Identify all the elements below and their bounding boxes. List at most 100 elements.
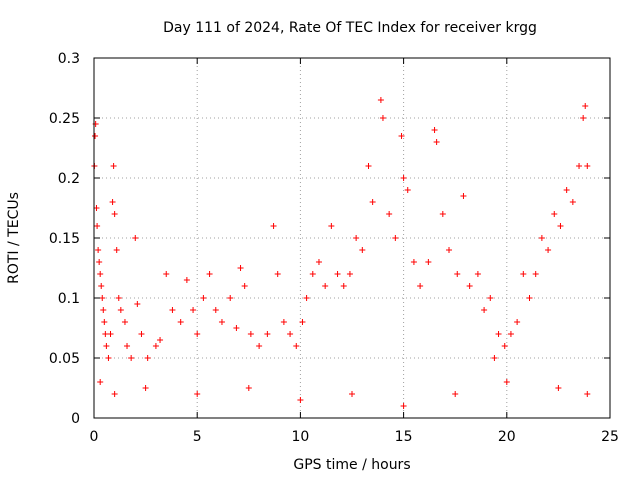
data-point	[247, 331, 254, 337]
data-point	[386, 211, 393, 217]
data-point	[460, 193, 467, 199]
data-point	[183, 277, 190, 283]
data-point	[152, 343, 159, 349]
data-point	[194, 391, 201, 397]
data-point	[557, 223, 564, 229]
data-point	[514, 319, 521, 325]
data-point	[439, 211, 446, 217]
data-point	[576, 163, 583, 169]
x-tick-label: 20	[498, 429, 516, 445]
y-tick-label: 0	[71, 411, 80, 427]
data-point	[163, 271, 170, 277]
data-point	[569, 199, 576, 205]
data-point	[111, 211, 118, 217]
data-point	[555, 385, 562, 391]
x-tick-labels: 0 5 10 15 20 25	[90, 429, 619, 445]
data-point	[109, 199, 116, 205]
data-point	[410, 259, 417, 265]
data-point	[97, 379, 104, 385]
data-point	[237, 265, 244, 271]
data-point	[107, 331, 114, 337]
data-point	[111, 391, 118, 397]
data-point	[218, 319, 225, 325]
data-point	[466, 283, 473, 289]
data-point	[404, 187, 411, 193]
y-tick-label: 0.2	[58, 171, 80, 187]
data-point	[379, 115, 386, 121]
data-point	[117, 307, 124, 313]
data-point	[369, 199, 376, 205]
data-point	[94, 223, 101, 229]
data-point	[270, 223, 277, 229]
data-point	[124, 343, 131, 349]
data-point	[584, 391, 591, 397]
data-point	[177, 319, 184, 325]
data-point	[545, 247, 552, 253]
data-point	[495, 331, 502, 337]
data-point	[425, 259, 432, 265]
data-point	[245, 385, 252, 391]
data-point	[293, 343, 300, 349]
data-point	[96, 259, 103, 265]
data-point	[100, 307, 107, 313]
data-point	[334, 271, 341, 277]
data-point	[353, 235, 360, 241]
data-point	[113, 247, 120, 253]
data-point	[474, 271, 481, 277]
data-point	[233, 325, 240, 331]
data-point	[97, 271, 104, 277]
data-point	[481, 307, 488, 313]
data-point	[299, 319, 306, 325]
data-point	[287, 331, 294, 337]
data-point	[169, 307, 176, 313]
grid-lines	[94, 58, 610, 418]
data-point	[303, 295, 310, 301]
data-points	[91, 97, 591, 409]
y-tick-label: 0.3	[58, 51, 80, 67]
data-point	[551, 211, 558, 217]
data-point	[144, 355, 151, 361]
data-point	[142, 385, 149, 391]
data-point	[400, 403, 407, 409]
data-point	[256, 343, 263, 349]
data-point	[105, 355, 112, 361]
x-tick-label: 15	[395, 429, 413, 445]
data-point	[520, 271, 527, 277]
data-point	[280, 319, 287, 325]
data-point	[503, 379, 510, 385]
data-point	[501, 343, 508, 349]
data-point	[157, 337, 164, 343]
data-point	[563, 187, 570, 193]
data-point	[526, 295, 533, 301]
data-point	[309, 271, 316, 277]
data-point	[433, 139, 440, 145]
data-point	[315, 259, 322, 265]
data-point	[487, 295, 494, 301]
data-point	[128, 355, 135, 361]
data-point	[200, 295, 207, 301]
y-tick-label: 0.15	[49, 231, 80, 247]
data-point	[241, 283, 248, 289]
data-point	[95, 247, 102, 253]
data-point	[349, 391, 355, 397]
chart-title: Day 111 of 2024, Rate Of TEC Index for r…	[163, 20, 537, 36]
data-point	[359, 247, 366, 253]
y-tick-label: 0.1	[58, 291, 80, 307]
data-point	[101, 319, 108, 325]
data-point	[538, 235, 545, 241]
data-point	[582, 103, 589, 109]
y-tick-label: 0.25	[49, 111, 80, 127]
data-point	[99, 295, 106, 301]
data-point	[580, 115, 587, 121]
data-point	[365, 163, 372, 169]
x-tick-label: 10	[291, 429, 309, 445]
data-point	[507, 331, 514, 337]
data-point	[346, 271, 353, 277]
data-point	[398, 133, 405, 139]
data-point	[491, 355, 498, 361]
data-point	[132, 235, 139, 241]
data-point	[446, 247, 453, 253]
y-tick-labels: 0 0.05 0.1 0.15 0.2 0.25 0.3	[49, 51, 80, 427]
y-tick-label: 0.05	[49, 351, 80, 367]
